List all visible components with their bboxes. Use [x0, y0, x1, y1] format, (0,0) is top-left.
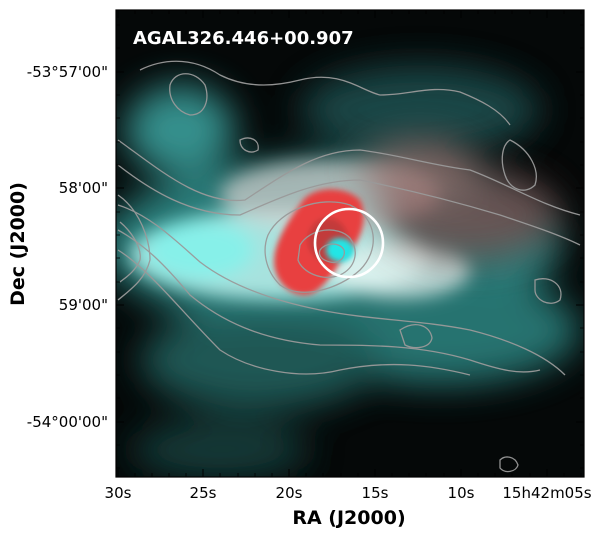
cyan-compact-source — [326, 238, 354, 262]
x-axis-label: RA (J2000) — [292, 507, 405, 529]
x-tick-label: 25s — [190, 484, 217, 502]
panel-title: AGAL326.446+00.907 — [133, 28, 354, 49]
x-tick-label: 30s — [105, 484, 132, 502]
x-minor-ticks — [134, 10, 582, 477]
x-ticks — [117, 10, 548, 477]
x-tick-label: 20s — [276, 484, 303, 502]
x-tick-label: 15h42m05s — [502, 484, 591, 502]
x-tick-labels: 30s 25s 20s 15s 10s 15h42m05s — [105, 484, 592, 502]
y-tick-label: -53°57'00" — [27, 63, 108, 81]
y-minor-ticks — [116, 24, 584, 469]
y-axis-label: Dec (J2000) — [7, 182, 29, 306]
image-panel: AGAL326.446+00.907 — [116, 10, 584, 477]
plot-frame — [115, 9, 585, 478]
y-tick-labels: -53°57'00" 58'00" 59'00" -54°00'00" — [27, 63, 108, 431]
x-tick-label: 15s — [362, 484, 389, 502]
y-tick-label: -54°00'00" — [27, 413, 108, 431]
y-tick-label: 58'00" — [59, 179, 108, 197]
source-position-marker — [313, 207, 385, 279]
y-tick-label: 59'00" — [59, 296, 108, 314]
contour-lines — [117, 60, 581, 473]
x-tick-label: 10s — [448, 484, 475, 502]
y-ticks — [116, 71, 584, 423]
